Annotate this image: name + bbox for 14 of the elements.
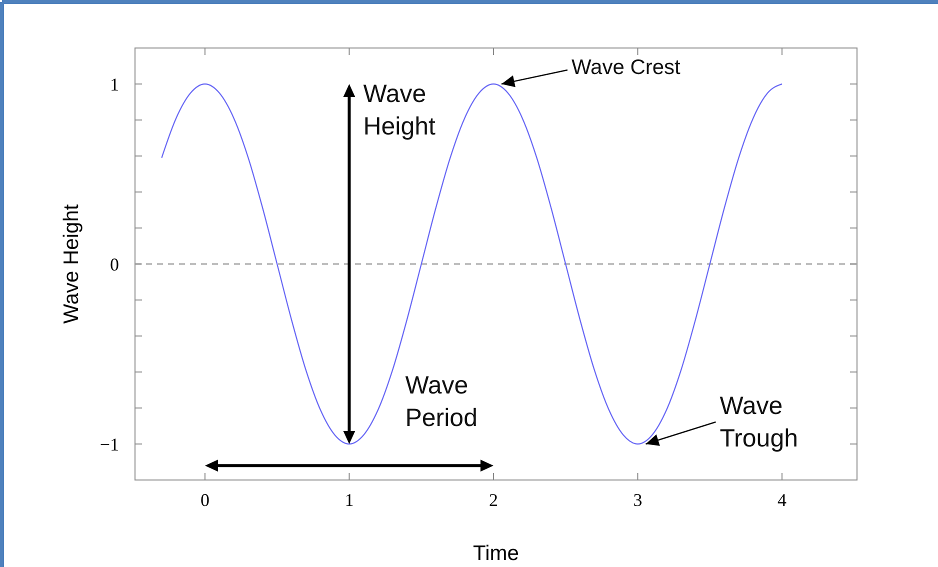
- x-axis-title: Time: [473, 542, 519, 565]
- annotation: Wave Trough: [720, 392, 798, 452]
- annotation: Wave Period: [405, 372, 478, 432]
- y-axis-title: Wave Height: [60, 204, 83, 324]
- y-tick-label: −1: [100, 434, 119, 454]
- x-tick-label: 4: [777, 490, 786, 510]
- y-tick-label: 1: [110, 74, 119, 94]
- x-tick-label: 1: [344, 490, 354, 510]
- annotation: Wave Crest: [571, 56, 681, 79]
- annotation: Wave Height: [363, 80, 436, 140]
- x-tick-label: 2: [488, 490, 498, 510]
- x-tick-label: 0: [200, 490, 210, 510]
- y-tick-label: 0: [110, 254, 119, 274]
- x-tick-label: 3: [633, 490, 642, 510]
